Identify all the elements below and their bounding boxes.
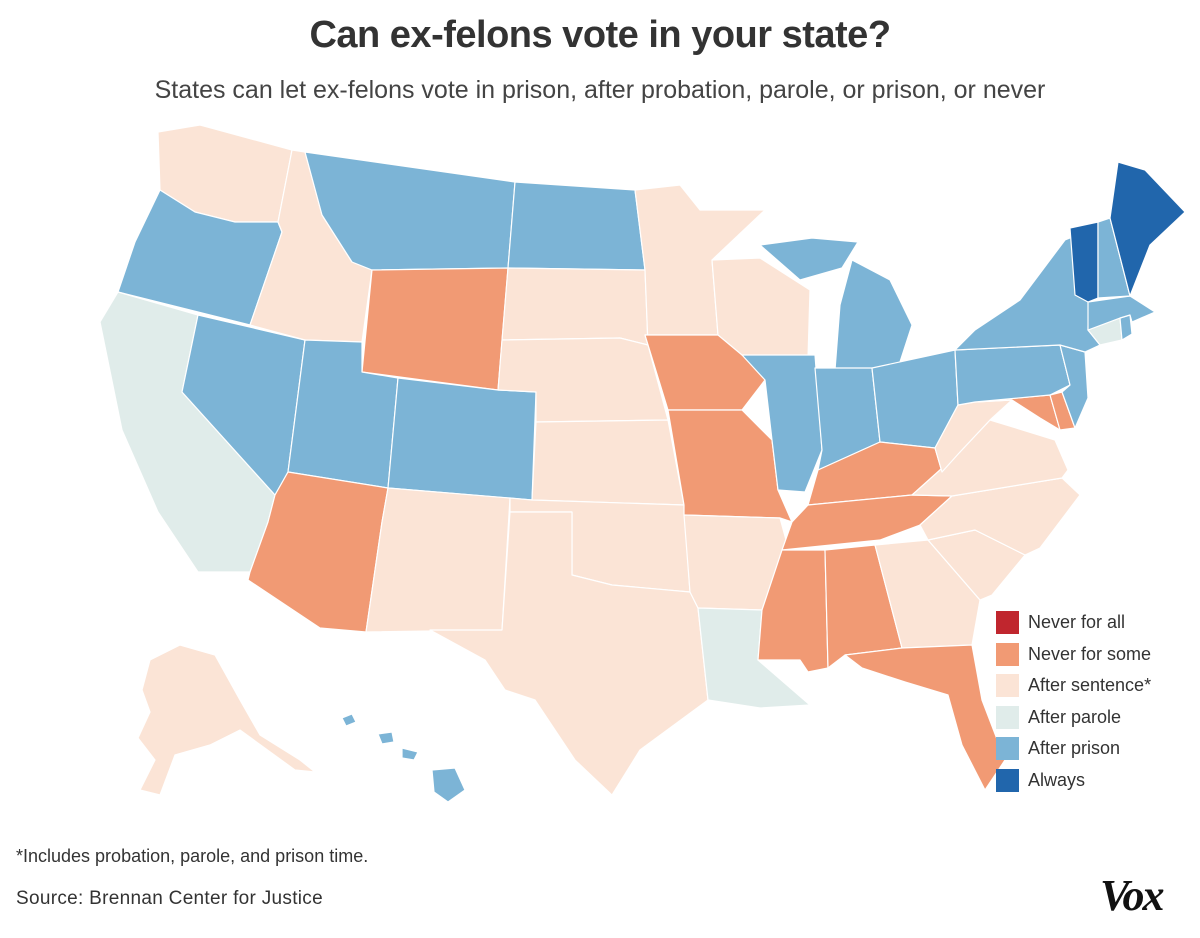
state-SD (501, 267, 649, 346)
legend-item-after-parole: After parole (996, 702, 1151, 734)
legend-swatch (996, 705, 1019, 729)
legend-item-after-sentence: After sentence* (996, 670, 1151, 702)
legend-item-never-all: Never for all (996, 607, 1151, 639)
footnote: *Includes probation, parole, and prison … (16, 846, 369, 866)
state-ND (507, 181, 646, 271)
legend-label: After prison (1028, 738, 1121, 759)
state-AK (137, 644, 316, 796)
legend-swatch (996, 768, 1019, 792)
state-RI (1119, 314, 1133, 341)
legend-swatch (996, 737, 1019, 761)
legend-label: After parole (1028, 706, 1122, 727)
state-GA (874, 539, 981, 649)
state-ME (1109, 161, 1186, 297)
legend-label: After sentence* (1028, 675, 1152, 696)
legend-label: Never for all (1028, 612, 1126, 633)
legend-swatch (996, 674, 1019, 698)
map-subtitle: States can let ex-felons vote in prison,… (154, 76, 1046, 104)
state-NM (365, 487, 511, 633)
source-note: Source: Brennan Center for Justice (16, 888, 323, 909)
vox-logo-text: Vox (1100, 871, 1163, 920)
state-VT (1069, 221, 1099, 303)
map-title: Can ex-felons vote in your state? (309, 14, 891, 56)
state-WY (361, 267, 509, 391)
legend-item-after-prison: After prison (996, 733, 1151, 765)
state-MA (1087, 295, 1156, 331)
state-TX (429, 511, 709, 796)
state-KS (531, 419, 685, 506)
legend-swatch (996, 642, 1019, 666)
map-legend: Never for all Never for some After sentenc… (996, 607, 1151, 796)
legend-label: Never for some (1028, 643, 1152, 664)
legend-item-always: Always (996, 765, 1151, 797)
legend-swatch (996, 611, 1019, 635)
legend-item-never-some: Never for some (996, 639, 1151, 671)
state-HI (341, 713, 466, 803)
state-CO (387, 377, 537, 501)
state-FL (844, 644, 1006, 791)
vox-logo: Vox (1100, 871, 1165, 920)
legend-label: Always (1028, 769, 1086, 790)
